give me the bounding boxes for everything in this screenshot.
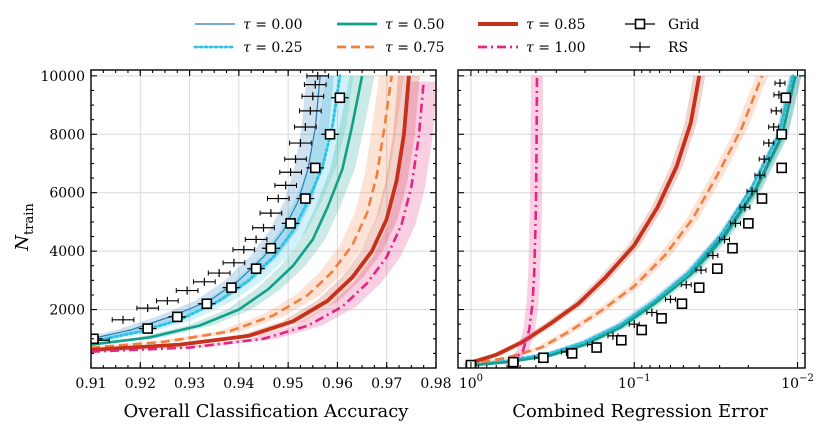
x-tick-label: 0.94	[223, 376, 254, 392]
legend: τ = 0.00 τ = 0.25 τ = 0.50 τ = 0.75 τ = 0.85…	[193, 17, 699, 56]
x-tick-label: 0.97	[371, 376, 402, 392]
grid-marker	[566, 348, 578, 359]
grid-marker	[265, 242, 277, 254]
grid-marker	[309, 162, 321, 174]
grid-marker	[693, 282, 705, 293]
confidence-band	[461, 75, 802, 366]
y-tick-label: 8000	[49, 127, 85, 143]
right-x-axis-label: Combined Regression Error	[512, 401, 768, 422]
legend-item: τ = 0.25	[193, 40, 303, 56]
legend-item: RS	[630, 40, 688, 56]
grid-marker	[285, 218, 296, 229]
series-line	[466, 75, 702, 366]
confidence-band	[91, 75, 354, 342]
legend-label: τ = 0.25	[243, 40, 303, 56]
series-line	[91, 74, 342, 344]
legend-label: Grid	[668, 17, 699, 33]
grid-marker	[538, 352, 549, 364]
grid-marker	[756, 193, 768, 204]
legend-item: τ = 0.75	[337, 40, 445, 56]
confidence-band	[91, 75, 375, 345]
grid-marker	[250, 263, 262, 274]
grid-marker	[727, 242, 738, 254]
legend-label: τ = 0.85	[526, 17, 586, 33]
axes-frame	[457, 69, 806, 369]
x-tick-label: 10−1	[618, 373, 651, 392]
plot-area	[461, 74, 802, 368]
grid-marker	[226, 282, 237, 293]
x-ticks: 100 10−1 10−2	[459, 70, 814, 392]
legend-item: τ = 1.00	[478, 40, 586, 56]
series-line	[91, 81, 425, 353]
legend-swatch-square	[634, 18, 646, 30]
x-tick-label: 10−2	[781, 373, 814, 392]
grid-marker	[91, 333, 99, 345]
grid-marker	[676, 298, 688, 310]
series-line	[91, 75, 364, 346]
y-tick-label: 4000	[49, 244, 85, 260]
y-tick-label: 2000	[49, 303, 85, 319]
legend-label: τ = 0.00	[243, 17, 303, 33]
series-line	[91, 75, 411, 352]
y-tick-label: 6000	[49, 186, 85, 202]
x-tick-label: 0.92	[125, 376, 156, 392]
confidence-band	[91, 75, 420, 350]
legend-item: τ = 0.50	[337, 17, 445, 33]
grid-marker	[201, 298, 213, 310]
x-tick-label: 100	[459, 373, 483, 392]
y-tick-label: 10000	[40, 69, 85, 85]
plot-area	[91, 71, 436, 353]
grid-search-points	[91, 92, 349, 345]
grid-marker	[171, 311, 183, 323]
legend-label: τ = 0.50	[385, 17, 445, 33]
x-tick-label: 0.93	[174, 376, 205, 392]
y-axis-label: Ntrain	[12, 203, 37, 252]
x-tick-label: 0.96	[322, 376, 353, 392]
grid-marker	[300, 193, 311, 204]
series-line	[467, 75, 764, 366]
confidence-band	[91, 75, 334, 339]
grid-marker	[324, 128, 336, 140]
legend-item: τ = 0.00	[195, 17, 303, 33]
series-line	[465, 74, 795, 367]
grid-marker	[508, 356, 519, 368]
legend-label: RS	[668, 40, 688, 56]
grid-marker	[142, 323, 153, 334]
grid-marker	[743, 218, 754, 229]
confidence-band	[91, 75, 404, 348]
left-chart-panel: 0.91 0.92 0.93 0.94 0.95 0.96 0.97 0.98 2000 4000…	[40, 69, 451, 392]
grid-marker	[636, 324, 648, 336]
x-tick-label: 0.91	[75, 376, 106, 392]
grid-marker	[591, 342, 602, 353]
left-x-axis-label: Overall Classification Accuracy	[124, 401, 410, 422]
confidence-band	[461, 75, 769, 365]
legend-label: τ = 1.00	[526, 40, 586, 56]
grid-marker	[776, 128, 788, 140]
y-ticks: 2000 4000 6000 8000 10000	[40, 69, 436, 354]
legend-label: τ = 0.75	[385, 40, 445, 56]
x-tick-label: 0.98	[420, 376, 451, 392]
x-tick-label: 0.95	[273, 376, 304, 392]
legend-item: τ = 0.85	[478, 17, 586, 33]
grid-marker	[334, 92, 346, 104]
series-line	[91, 75, 321, 340]
right-chart-panel: 100 10−1 10−2	[457, 69, 814, 392]
grid-marker	[776, 162, 788, 174]
y-ticks	[458, 75, 805, 354]
grid-marker	[780, 92, 792, 104]
grid-marker	[711, 263, 723, 274]
legend-item: Grid	[625, 17, 699, 33]
grid-marker	[656, 313, 667, 324]
series-line	[91, 75, 393, 349]
x-ticks: 0.91 0.92 0.93 0.94 0.95 0.96 0.97 0.98	[75, 70, 452, 392]
grid-marker	[615, 334, 627, 346]
